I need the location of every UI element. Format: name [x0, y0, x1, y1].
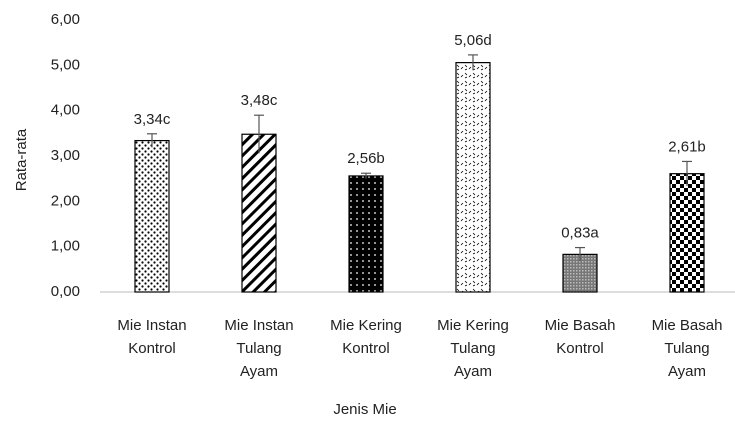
x-tick-label: Mie Instan — [117, 317, 186, 334]
x-tick-label: Mie Instan — [224, 317, 293, 334]
y-axis-title: Rata-rata — [13, 128, 30, 191]
x-tick-label: Mie Kering — [437, 317, 509, 334]
x-tick-label: Tulang — [450, 340, 495, 357]
x-tick-label: Ayam — [454, 363, 492, 380]
x-tick-label: Mie Basah — [545, 317, 616, 334]
y-tick-label: 2,00 — [51, 192, 80, 209]
bar — [241, 133, 277, 293]
x-tick-label: Mie Kering — [330, 317, 402, 334]
x-tick-label: Kontrol — [556, 340, 604, 357]
data-label: 3,34c — [134, 111, 171, 128]
bar — [134, 139, 170, 293]
x-tick-label: Tulang — [236, 340, 281, 357]
y-tick-label: 5,00 — [51, 56, 80, 73]
data-label: 5,06d — [454, 32, 492, 49]
x-tick-label: Ayam — [668, 363, 706, 380]
bar — [348, 175, 384, 293]
y-tick-label: 3,00 — [51, 147, 80, 164]
x-tick-label: Mie Basah — [652, 317, 723, 334]
y-tick-label: 4,00 — [51, 102, 80, 119]
bar — [455, 62, 491, 293]
x-tick-label: Ayam — [240, 363, 278, 380]
y-tick-label: 1,00 — [51, 238, 80, 255]
data-label: 2,61b — [668, 138, 706, 155]
x-tick-label: Kontrol — [128, 340, 176, 357]
x-tick-label: Tulang — [664, 340, 709, 357]
x-axis-title: Jenis Mie — [333, 401, 396, 418]
y-tick-label: 0,00 — [51, 283, 80, 300]
bar — [669, 173, 705, 293]
data-label: 0,83a — [561, 225, 599, 242]
y-tick-label: 6,00 — [51, 11, 80, 28]
data-label: 2,56b — [347, 150, 385, 167]
data-label: 3,48c — [241, 92, 278, 109]
x-tick-label: Kontrol — [342, 340, 390, 357]
